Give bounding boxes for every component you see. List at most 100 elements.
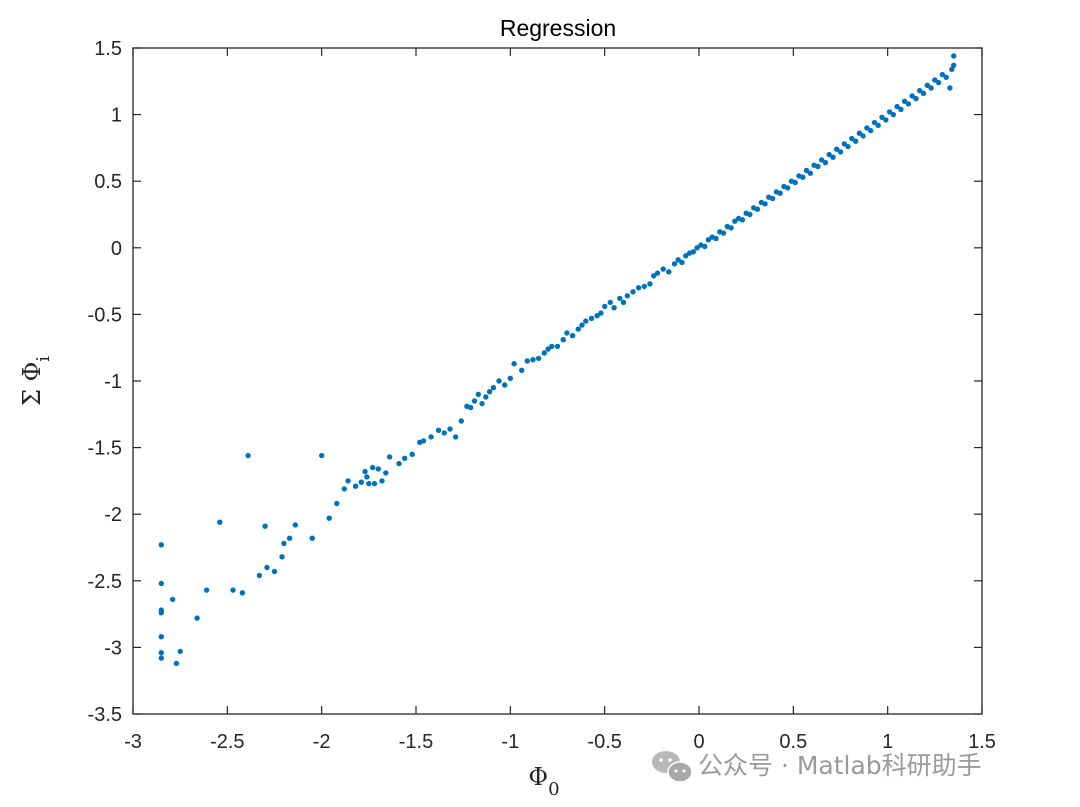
data-point xyxy=(849,135,855,142)
y-tick-label: -3.5 xyxy=(88,704,122,726)
data-point xyxy=(369,464,376,471)
data-point xyxy=(441,430,447,436)
wechat-icon xyxy=(652,751,693,783)
data-point xyxy=(815,163,821,170)
y-tick-label: 1.5 xyxy=(94,38,122,60)
data-point xyxy=(886,109,893,115)
data-point xyxy=(818,157,825,163)
data-point xyxy=(352,483,359,489)
data-point xyxy=(535,355,542,362)
data-point xyxy=(660,266,666,272)
y-axis-label-symbol: Σ Φ xyxy=(18,362,46,406)
data-point xyxy=(564,330,570,336)
data-point xyxy=(362,468,368,475)
y-tick-label: -3 xyxy=(104,637,122,659)
data-point xyxy=(420,438,427,444)
data-point xyxy=(217,519,223,525)
data-point xyxy=(894,103,900,110)
x-axis-label-subscript: 0 xyxy=(548,779,559,800)
x-axis: -3 -2.5 -2 -1.5 -1 -0.5 0 0.5 1 1.5 xyxy=(124,48,996,753)
y-tick-label: 1 xyxy=(111,105,122,127)
x-tick-label: -1.5 xyxy=(399,731,433,753)
data-point xyxy=(728,225,734,231)
data-point xyxy=(607,299,613,306)
data-point xyxy=(864,125,870,131)
data-point xyxy=(366,480,372,487)
data-point xyxy=(947,85,953,91)
data-point xyxy=(800,174,806,180)
data-point xyxy=(920,90,927,97)
data-point xyxy=(647,281,653,287)
data-point xyxy=(720,230,727,236)
data-point xyxy=(375,466,381,472)
data-point xyxy=(579,322,585,328)
data-point xyxy=(507,375,513,381)
data-point xyxy=(519,367,525,373)
data-point xyxy=(471,398,478,404)
data-point xyxy=(675,257,681,263)
data-point xyxy=(807,170,813,176)
x-axis-label: Φ0 xyxy=(528,763,559,800)
data-point xyxy=(841,141,847,147)
data-point xyxy=(279,554,285,560)
data-point xyxy=(871,119,878,126)
data-point xyxy=(732,218,738,224)
data-point xyxy=(396,460,402,467)
data-point xyxy=(158,650,164,656)
data-point xyxy=(264,564,270,571)
data-point xyxy=(428,434,434,440)
data-point xyxy=(262,523,268,529)
watermark-text: 公众号 · Matlab科研助手 xyxy=(698,751,982,780)
data-point xyxy=(694,245,700,251)
data-point xyxy=(928,85,934,91)
data-point xyxy=(951,53,957,59)
data-point xyxy=(890,111,896,118)
x-tick-label: 0.5 xyxy=(779,731,807,753)
data-point xyxy=(834,146,840,152)
data-point xyxy=(868,127,874,134)
y-tick-label: 0.5 xyxy=(94,171,122,193)
data-point xyxy=(496,378,502,384)
x-tick-label: 1 xyxy=(882,731,893,753)
data-point xyxy=(341,486,347,492)
data-point xyxy=(458,418,464,424)
data-point xyxy=(447,426,453,432)
data-point xyxy=(826,151,832,158)
watermark: 公众号 · Matlab科研助手 xyxy=(652,751,982,783)
data-point xyxy=(158,610,164,616)
data-point xyxy=(271,568,278,575)
data-point xyxy=(452,434,459,440)
data-point xyxy=(917,87,923,94)
data-point xyxy=(683,253,689,259)
y-axis-label: Σ Φi xyxy=(18,356,54,406)
y-tick-label: -2 xyxy=(104,504,122,526)
data-point xyxy=(511,361,517,367)
data-point xyxy=(334,500,340,507)
x-tick-label: 0 xyxy=(693,731,704,753)
data-point xyxy=(486,389,493,395)
data-point xyxy=(679,259,685,266)
data-point xyxy=(924,82,930,89)
data-point xyxy=(822,159,829,166)
data-point xyxy=(702,243,708,250)
data-point xyxy=(286,535,293,541)
data-point xyxy=(913,95,919,102)
data-point xyxy=(943,74,949,81)
x-tick-label: -1 xyxy=(501,731,519,753)
data-point xyxy=(483,394,489,400)
data-point xyxy=(754,206,761,212)
data-point xyxy=(852,138,859,144)
data-point xyxy=(617,295,623,302)
data-point xyxy=(364,474,370,480)
data-point xyxy=(856,130,863,136)
data-point xyxy=(541,350,547,356)
data-point xyxy=(177,648,183,655)
data-point xyxy=(256,572,263,579)
data-point xyxy=(554,343,561,350)
data-point xyxy=(898,106,904,113)
data-point xyxy=(158,634,164,640)
data-point xyxy=(402,455,408,461)
data-point xyxy=(158,655,164,661)
data-point xyxy=(879,114,885,121)
data-point xyxy=(326,515,332,521)
